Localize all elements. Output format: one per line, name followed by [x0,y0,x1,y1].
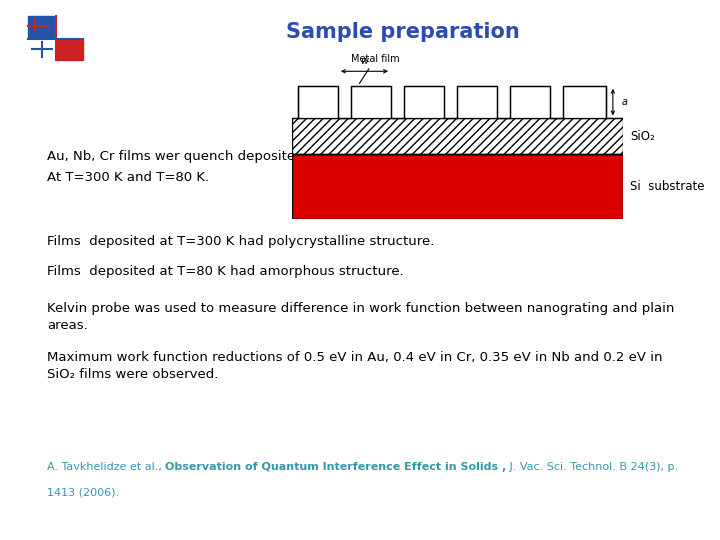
Bar [292,118,623,154]
Text: w: w [361,56,369,66]
Bar [391,86,404,118]
Bar [29,16,56,39]
Text: At T=300 K and T=80 K.: At T=300 K and T=80 K. [47,171,209,184]
Bar [292,154,623,219]
Text: Kelvin probe was used to measure difference in work function between nanograting: Kelvin probe was used to measure differe… [47,302,674,333]
Bar [497,86,510,118]
Text: Au, Nb, Cr films wer quench deposited: Au, Nb, Cr films wer quench deposited [47,150,303,163]
Text: Films  deposited at T=80 K had amorphous structure.: Films deposited at T=80 K had amorphous … [47,265,403,278]
Bar [338,86,351,118]
Bar [444,86,457,118]
Bar [550,86,563,118]
Bar [56,39,84,60]
Text: Films  deposited at T=300 K had polycrystalline structure.: Films deposited at T=300 K had polycryst… [47,235,434,248]
Text: Sample preparation: Sample preparation [287,22,520,43]
Bar [56,16,84,39]
Text: A. Tavkhelidze et al.,: A. Tavkhelidze et al., [47,462,165,472]
Bar [29,16,84,60]
Bar [563,86,606,118]
Text: 1413 (2006).: 1413 (2006). [47,488,119,498]
Bar [351,86,391,118]
Bar [510,86,550,118]
Text: a: a [621,97,627,107]
Text: Maximum work function reductions of 0.5 eV in Au, 0.4 eV in Cr, 0.35 eV in Nb an: Maximum work function reductions of 0.5 … [47,351,662,381]
Bar [404,86,444,118]
Text: Observation of Quantum Interference Effect in Solids ,: Observation of Quantum Interference Effe… [165,462,506,472]
Text: J. Vac. Sci. Technol. B 24(3), p.: J. Vac. Sci. Technol. B 24(3), p. [506,462,678,472]
Text: SiO₂: SiO₂ [630,130,654,143]
Text: Si  substrate: Si substrate [630,180,704,193]
Bar [298,86,338,118]
Bar [457,86,497,118]
Text: Metal film: Metal film [351,53,400,84]
Bar [29,39,56,60]
